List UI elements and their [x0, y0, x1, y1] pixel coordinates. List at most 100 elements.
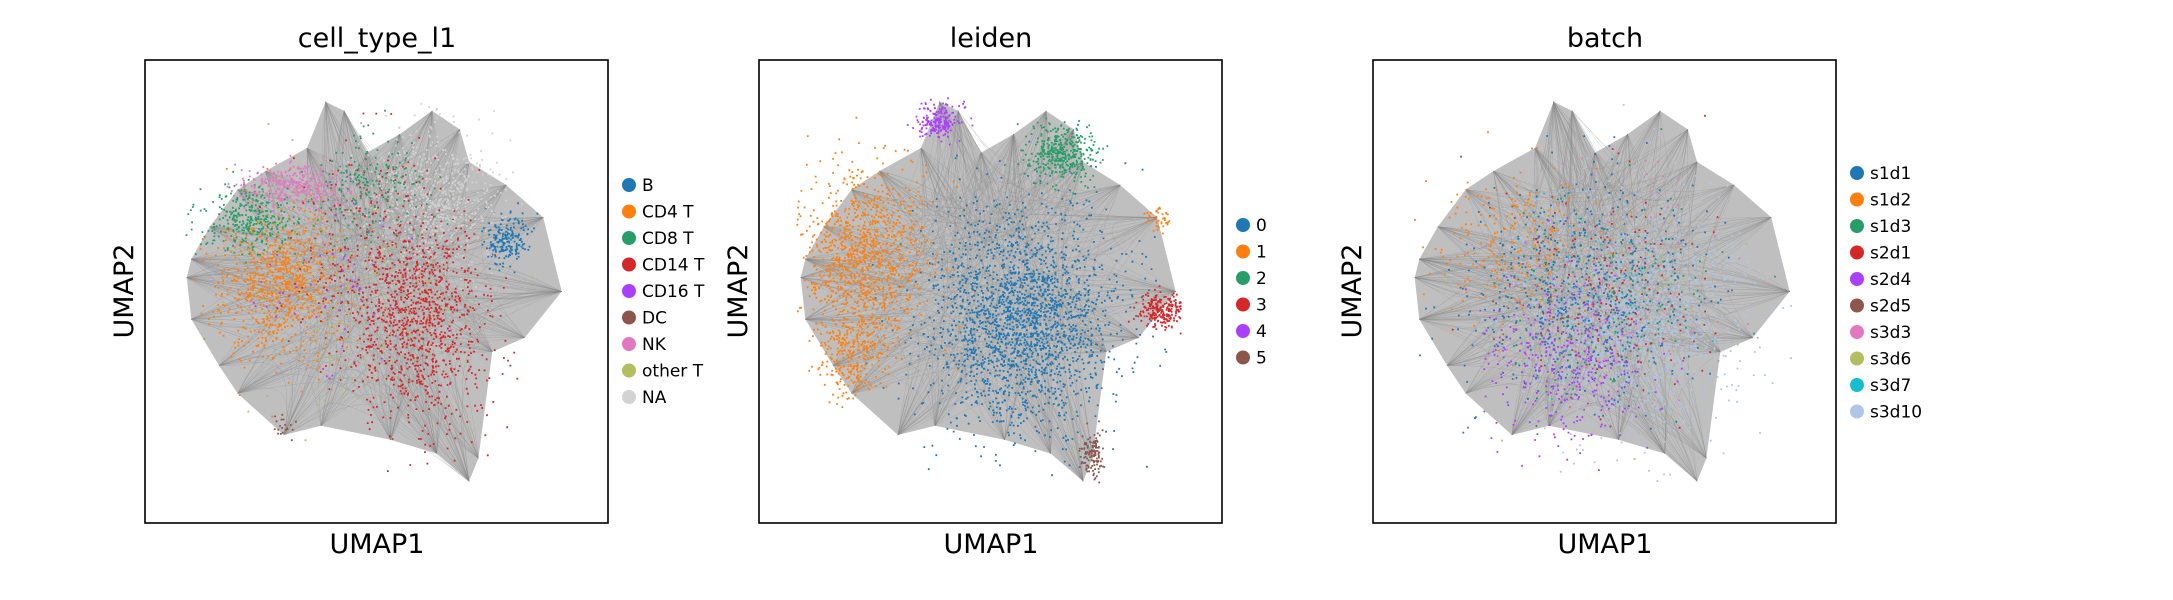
legend-item: 5	[1236, 349, 1267, 369]
legend-marker	[1850, 245, 1864, 260]
legend-item: s1d1	[1850, 164, 1911, 184]
legend-item: NA	[622, 388, 667, 408]
legend-marker	[1236, 218, 1250, 232]
legend: B CD4 T CD8 T CD14 T CD16 T DC NK other T NA	[622, 176, 705, 408]
legend-label: s1d3	[1870, 217, 1911, 237]
series-points-cd14-t	[259, 112, 481, 418]
series-points-cd14-t	[319, 189, 519, 472]
point-set	[796, 116, 961, 386]
legend-label: s3d10	[1870, 403, 1922, 423]
legend-label: s2d5	[1870, 297, 1911, 317]
legend-label: s1d1	[1870, 164, 1911, 184]
legend-item: 2	[1236, 269, 1267, 289]
legend-label: 1	[1256, 243, 1267, 263]
legend-marker	[1236, 244, 1250, 259]
y-axis-label: UMAP2	[723, 244, 754, 339]
point-set	[1447, 181, 1759, 460]
legend-label: 2	[1256, 269, 1267, 289]
panel-leiden: leiden UMAP1 UMAP2 0 1 2 3 4 5	[723, 23, 1267, 560]
point-set	[1487, 128, 1776, 435]
legend-marker	[622, 231, 636, 245]
legend-item: 4	[1236, 322, 1267, 342]
series-points-2	[1003, 117, 1109, 200]
plot-frame	[1372, 59, 1837, 524]
point-set	[319, 189, 519, 472]
legend-marker	[1236, 297, 1250, 312]
plot-frame	[144, 59, 609, 524]
legend-marker	[622, 337, 636, 351]
series-points-cd8-t	[301, 109, 449, 256]
point-set	[1419, 135, 1730, 434]
legend-item: s1d2	[1850, 191, 1911, 211]
legend-marker	[1850, 298, 1864, 313]
panel-title: leiden	[950, 23, 1032, 54]
series-points-nk	[226, 154, 373, 217]
legend-label: other T	[642, 362, 704, 382]
scatter-area	[1414, 101, 1792, 482]
scatter-area	[796, 97, 1182, 484]
legend-label: CD14 T	[642, 256, 705, 276]
plot-frame	[758, 59, 1223, 524]
legend-label: CD8 T	[642, 229, 694, 249]
legend-marker	[1850, 272, 1864, 286]
panel-batch: batch UMAP1 UMAP2 s1d1 s1d2 s1d3 s2d1 s2d4 s2…	[1337, 23, 1922, 560]
x-axis-label: UMAP1	[330, 529, 425, 560]
legend-item: other T	[622, 362, 704, 382]
legend-label: s3d3	[1870, 323, 1911, 343]
legend-label: NA	[642, 388, 667, 408]
series-points-1	[808, 290, 900, 408]
series-points-4	[906, 97, 974, 146]
legend-marker	[1850, 351, 1864, 366]
legend-item: CD8 T	[622, 229, 694, 249]
legend-label: 0	[1256, 216, 1267, 236]
legend-item: DC	[622, 309, 667, 329]
y-axis-label: UMAP2	[109, 244, 140, 339]
legend-marker	[622, 284, 636, 298]
panel-title: batch	[1567, 23, 1643, 54]
legend-marker	[622, 204, 636, 219]
series-points-s1d2	[1414, 131, 1633, 353]
legend-marker	[1236, 324, 1250, 338]
legend-label: CD16 T	[642, 282, 705, 302]
cloud-body	[186, 101, 562, 482]
series-points-1	[1143, 206, 1171, 235]
series-points-1	[796, 116, 961, 386]
legend-item: 3	[1236, 296, 1267, 316]
legend-marker	[1850, 192, 1864, 207]
point-set	[1078, 420, 1106, 484]
legend-label: B	[642, 176, 654, 196]
legend-label: s3d7	[1870, 376, 1911, 396]
legend-marker	[1850, 325, 1864, 339]
legend-item: CD14 T	[622, 256, 705, 276]
legend-marker	[1850, 378, 1864, 392]
legend-item: NK	[622, 335, 667, 355]
point-set	[1003, 117, 1109, 200]
point-set	[301, 109, 449, 256]
point-set	[1143, 206, 1171, 235]
panel-cell-type: cell_type_l1 UMAP1 UMAP2 B CD4 T CD8 T CD14…	[109, 23, 705, 560]
legend-marker	[1850, 166, 1864, 180]
legend-marker	[622, 310, 636, 325]
legend-item: 0	[1236, 216, 1267, 236]
legend-label: NK	[642, 335, 667, 355]
legend-item: s2d4	[1850, 270, 1911, 290]
series-points-0	[865, 123, 1168, 477]
legend-item: s3d3	[1850, 323, 1911, 343]
legend-label: 3	[1256, 296, 1267, 316]
legend-label: 5	[1256, 349, 1267, 369]
legend-marker	[622, 363, 636, 378]
series-points-s1d1	[1419, 135, 1730, 434]
legend-item: s1d3	[1850, 217, 1911, 237]
legend-marker	[1850, 404, 1864, 419]
legend-label: s1d2	[1870, 191, 1911, 211]
legend-item: s3d10	[1850, 403, 1922, 423]
legend-marker	[1236, 271, 1250, 285]
legend-label: DC	[642, 309, 667, 329]
cloud-body	[800, 101, 1176, 482]
legend-marker	[622, 178, 636, 192]
point-set	[1127, 285, 1182, 335]
legend-item: s2d1	[1850, 244, 1911, 264]
series-points-s1d3	[1487, 128, 1776, 435]
legend-item: CD4 T	[622, 203, 694, 223]
